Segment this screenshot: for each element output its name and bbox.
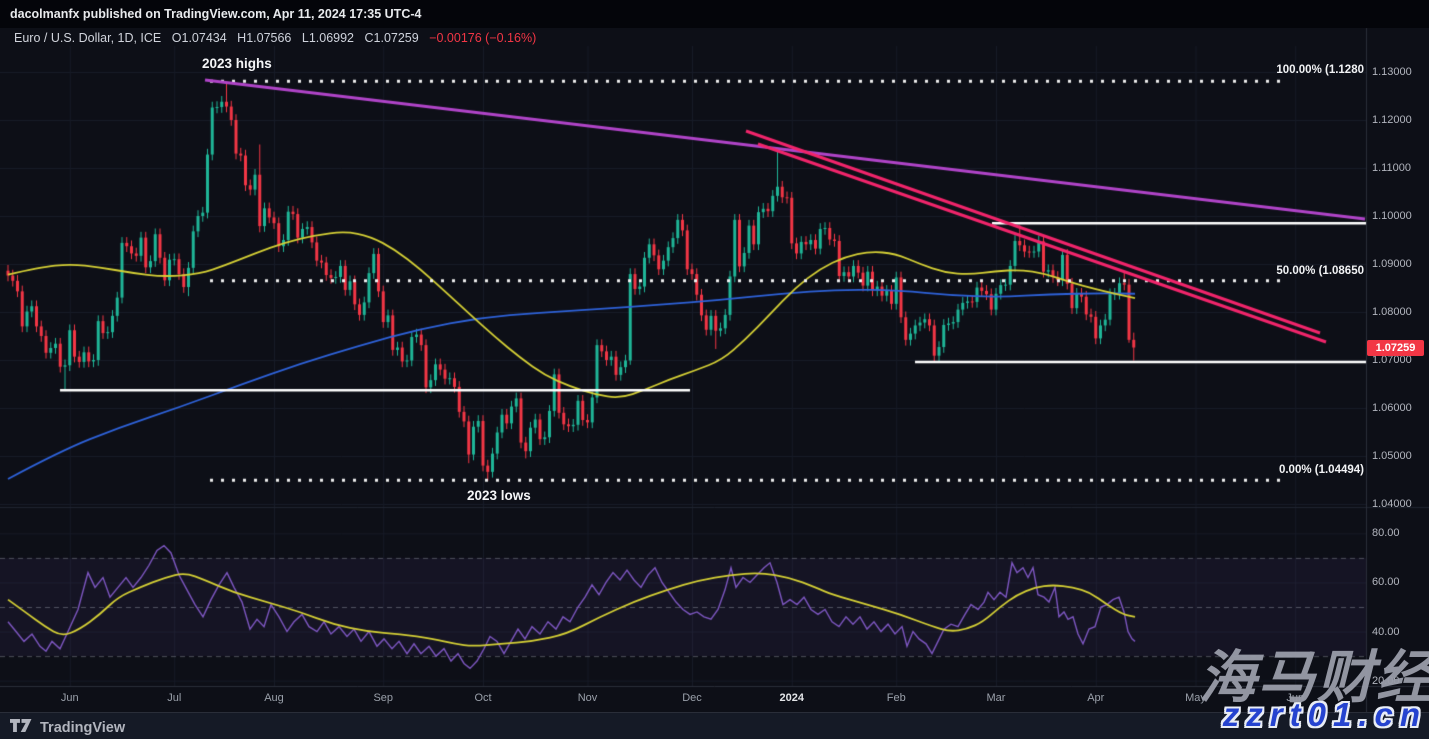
price-axis-label: 1.06000 <box>1372 402 1412 414</box>
change-value: −0.00176 (−0.16%) <box>429 31 537 45</box>
rsi-axis-label: 20.00 <box>1372 674 1400 687</box>
price-axis-label: 1.13000 <box>1372 66 1412 78</box>
price-axis-label: 1.05000 <box>1372 450 1412 462</box>
time-axis-label: Nov <box>577 692 598 704</box>
time-axis-label: Jun <box>1286 692 1305 704</box>
price-axis-label: 1.10000 <box>1372 210 1412 222</box>
ohlc-open: O1.07434 <box>171 31 227 45</box>
last-price-badge: 1.07259 <box>1367 340 1424 356</box>
fib-label-50[interactable]: 50.00% (1.08650 <box>1276 265 1364 277</box>
ohlc-close: C1.07259 <box>364 31 419 45</box>
price-axis-label: 1.07000 <box>1372 354 1412 366</box>
time-axis-label: Dec <box>682 692 702 704</box>
bottom-toolbar <box>0 712 1429 739</box>
price-axis-label: 1.12000 <box>1372 114 1412 126</box>
time-axis-label: Sep <box>373 692 394 704</box>
ohlc-high: H1.07566 <box>237 31 292 45</box>
fib-label-100[interactable]: 100.00% (1.1280 <box>1276 64 1364 76</box>
fib-label-0[interactable]: 0.00% (1.04494) <box>1278 464 1364 476</box>
price-axis-label: 1.08000 <box>1372 306 1412 318</box>
annotation-2023-highs: 2023 highs <box>202 56 272 71</box>
rsi-axis-label: 60.00 <box>1372 576 1400 589</box>
tradingview-logo[interactable]: TradingView <box>10 718 125 738</box>
annotation-2023-lows: 2023 lows <box>467 488 531 503</box>
tradingview-logo-text: TradingView <box>40 720 126 736</box>
time-axis-label: 2024 <box>779 692 804 704</box>
ohlc-low: L1.06992 <box>301 31 355 45</box>
time-axis-label: Apr <box>1087 692 1105 704</box>
rsi-axis-label: 80.00 <box>1372 527 1400 540</box>
time-axis-label: May <box>1185 692 1206 704</box>
price-axis-label: 1.04000 <box>1372 498 1412 510</box>
chart-canvas[interactable] <box>0 0 1429 712</box>
price-axis-label: 1.09000 <box>1372 258 1412 270</box>
time-axis-label: Oct <box>474 692 492 704</box>
price-axis-label: 1.11000 <box>1372 162 1411 174</box>
symbol-title[interactable]: Euro / U.S. Dollar, 1D, ICE <box>14 31 162 45</box>
symbol-legend[interactable]: Euro / U.S. Dollar, 1D, ICE O1.07434 H1.… <box>14 31 536 45</box>
publish-line: dacolmanfx published on TradingView.com,… <box>10 7 422 21</box>
time-axis-label: Jul <box>167 692 182 704</box>
time-axis-label: Aug <box>264 692 284 704</box>
time-axis-label: Jun <box>60 692 79 704</box>
publish-header-bar <box>0 0 1429 28</box>
rsi-axis-label: 40.00 <box>1372 625 1400 638</box>
time-axis-label: Feb <box>886 692 906 704</box>
time-axis-label: Mar <box>986 692 1006 704</box>
tradingview-mark-icon <box>10 718 33 738</box>
